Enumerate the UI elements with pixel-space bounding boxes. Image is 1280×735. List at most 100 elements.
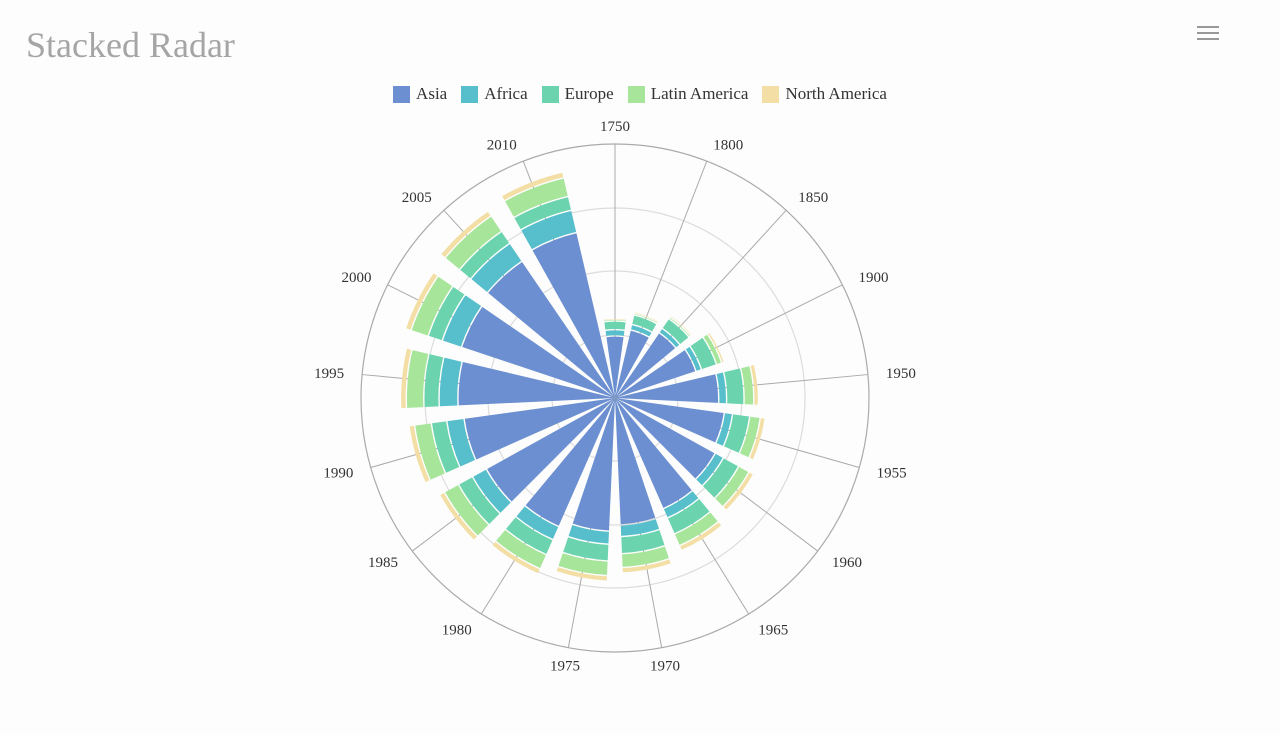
bar-segment-africa[interactable]	[685, 346, 701, 371]
tick-label: 1970	[650, 658, 680, 674]
bar-segment-latin-america[interactable]	[505, 178, 568, 217]
bar-segment-europe[interactable]	[621, 530, 665, 553]
bar-segment-europe[interactable]	[604, 321, 626, 330]
bar-segment-latin-america[interactable]	[739, 416, 760, 458]
bar-segment-africa[interactable]	[716, 413, 732, 446]
bar-segment-asia[interactable]	[525, 398, 615, 526]
bar-segment-asia[interactable]	[532, 233, 615, 398]
bar-segment-asia[interactable]	[464, 398, 615, 460]
bar-segment-asia[interactable]	[615, 374, 719, 403]
bar-segment-north-america[interactable]	[492, 541, 540, 574]
bar-segment-north-america[interactable]	[401, 348, 412, 409]
bar-segment-north-america[interactable]	[406, 273, 438, 330]
bar-segment-europe[interactable]	[702, 458, 738, 498]
bar-segment-latin-america[interactable]	[703, 334, 721, 364]
bar-segment-africa[interactable]	[473, 469, 511, 513]
legend-item-north-america[interactable]: North America	[762, 84, 887, 104]
bar-segment-europe[interactable]	[662, 319, 689, 344]
bar-segment-latin-america[interactable]	[669, 317, 690, 337]
bar-segment-europe[interactable]	[432, 421, 460, 473]
bar-segment-latin-america[interactable]	[406, 350, 429, 408]
bar-segment-latin-america[interactable]	[675, 512, 718, 545]
bar-segment-africa[interactable]	[716, 372, 726, 404]
bar-segment-africa[interactable]	[631, 325, 652, 337]
bar-segment-europe[interactable]	[428, 286, 465, 341]
bar-segment-latin-america[interactable]	[604, 319, 626, 322]
bar-segment-north-america[interactable]	[502, 172, 564, 201]
bar-segment-asia[interactable]	[462, 306, 615, 398]
bar-segment-latin-america[interactable]	[715, 466, 749, 506]
bar-segment-africa[interactable]	[620, 519, 660, 536]
bar-segment-africa[interactable]	[439, 357, 462, 407]
tick-label: 1975	[550, 658, 580, 674]
bar-segment-africa[interactable]	[516, 506, 559, 539]
tick-label: 1850	[798, 190, 828, 206]
bar-segment-latin-america[interactable]	[634, 313, 658, 324]
bar-segment-asia[interactable]	[615, 398, 692, 508]
legend-swatch	[393, 85, 411, 103]
bar-segment-asia[interactable]	[615, 330, 649, 398]
tick-label: 1750	[600, 119, 630, 135]
bar-segment-latin-america[interactable]	[445, 485, 489, 536]
legend-item-africa[interactable]: Africa	[461, 84, 528, 104]
bar-segment-north-america[interactable]	[708, 333, 724, 363]
bar-segment-asia[interactable]	[615, 398, 715, 479]
bar-segment-europe[interactable]	[724, 368, 744, 405]
bar-segment-europe[interactable]	[506, 517, 553, 554]
bar-segment-north-america[interactable]	[603, 318, 627, 321]
legend-item-asia[interactable]: Asia	[393, 84, 447, 104]
bar-segment-north-america[interactable]	[440, 492, 477, 540]
bar-segment-asia[interactable]	[615, 398, 724, 443]
bar-segment-europe[interactable]	[632, 315, 657, 332]
bar-segment-latin-america[interactable]	[496, 529, 546, 569]
bar-segment-africa[interactable]	[663, 491, 699, 518]
bar-segment-europe[interactable]	[514, 197, 571, 230]
bar-segment-latin-america[interactable]	[622, 546, 669, 567]
bar-segment-asia[interactable]	[606, 336, 624, 398]
bar-segment-north-america[interactable]	[556, 567, 607, 581]
bar-segment-asia[interactable]	[487, 398, 615, 502]
hamburger-menu-icon[interactable]	[1193, 20, 1223, 46]
legend-swatch	[541, 85, 559, 103]
bar-segment-latin-america[interactable]	[445, 216, 501, 269]
bar-segment-asia[interactable]	[488, 261, 615, 398]
tick-label: 1800	[713, 137, 743, 153]
bar-segment-africa[interactable]	[447, 418, 476, 467]
bar-segment-europe[interactable]	[690, 337, 716, 369]
legend-item-latin-america[interactable]: Latin America	[627, 84, 748, 104]
bar-segment-north-america[interactable]	[622, 559, 671, 573]
bar-segment-asia[interactable]	[458, 362, 615, 406]
legend-swatch	[762, 85, 780, 103]
bar-segment-africa[interactable]	[521, 211, 577, 250]
bar-segment-europe[interactable]	[459, 477, 500, 525]
bar-segment-north-america[interactable]	[634, 312, 658, 322]
bar-segment-africa[interactable]	[696, 453, 723, 486]
legend-item-europe[interactable]: Europe	[541, 84, 614, 104]
bar-segment-north-america[interactable]	[723, 472, 753, 510]
bar-segment-asia[interactable]	[615, 333, 676, 398]
bar-segment-north-america[interactable]	[750, 365, 758, 405]
bar-segment-north-america[interactable]	[441, 211, 491, 258]
bar-segment-africa[interactable]	[568, 524, 609, 544]
bar-segment-europe[interactable]	[563, 537, 609, 561]
bar-segment-north-america[interactable]	[680, 522, 722, 550]
bar-segment-europe[interactable]	[460, 232, 510, 279]
bar-segment-africa[interactable]	[605, 330, 625, 336]
bar-segment-europe[interactable]	[668, 499, 710, 534]
bar-segment-asia[interactable]	[615, 350, 696, 398]
tick-label: 2010	[487, 137, 517, 153]
bar-segment-latin-america[interactable]	[415, 423, 445, 480]
bar-segment-africa[interactable]	[443, 295, 482, 347]
bar-segment-north-america[interactable]	[409, 425, 430, 482]
bar-segment-latin-america[interactable]	[741, 366, 754, 405]
bar-segment-europe[interactable]	[424, 354, 444, 408]
bar-segment-asia[interactable]	[615, 398, 656, 525]
bar-segment-europe[interactable]	[724, 414, 750, 453]
bar-segment-latin-america[interactable]	[411, 276, 453, 336]
bar-segment-africa[interactable]	[471, 244, 522, 293]
bar-segment-latin-america[interactable]	[558, 553, 608, 575]
bar-segment-asia[interactable]	[572, 398, 615, 531]
bar-segment-africa[interactable]	[659, 329, 680, 348]
bar-segment-north-america[interactable]	[749, 418, 765, 460]
